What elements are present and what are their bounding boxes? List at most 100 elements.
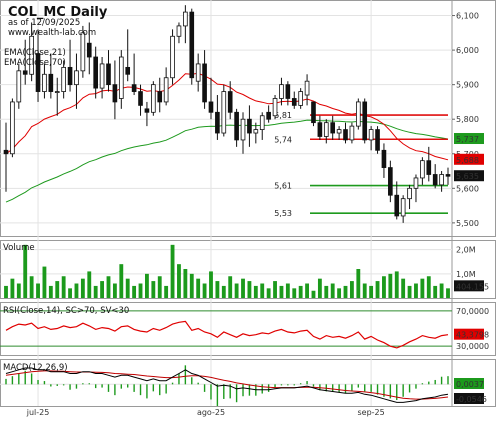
candle-body xyxy=(311,101,316,124)
candle-body xyxy=(170,35,175,79)
volume-bar xyxy=(375,281,380,298)
last-close-badge-bg xyxy=(454,170,484,182)
ema21-legend: EMA(Close,21) xyxy=(4,48,66,58)
volume-bar xyxy=(298,285,303,298)
candle-body xyxy=(266,111,271,120)
volume-bar xyxy=(42,266,47,298)
macd-last-badge: -0,0546 xyxy=(456,395,487,404)
volume-bar xyxy=(106,276,111,298)
rsi-tick-label: 30,0000 xyxy=(456,342,489,351)
volume-bar xyxy=(151,281,156,298)
candle-body xyxy=(247,118,252,134)
candle-body xyxy=(61,66,66,92)
volume-bar xyxy=(55,281,60,298)
candle-body xyxy=(394,194,400,217)
candle-body xyxy=(221,91,227,134)
volume-last-badge: 404.155 xyxy=(456,282,489,291)
macd-signal-badge-bg xyxy=(454,378,484,389)
macd-last-badge-bg xyxy=(454,393,484,404)
candle-body xyxy=(259,115,265,130)
volume-bar xyxy=(138,283,143,298)
volume-bar xyxy=(228,276,233,298)
volume-bar xyxy=(234,283,239,298)
volume-bar xyxy=(145,273,149,298)
as-of-date: as of 12/09/2025 xyxy=(8,18,80,28)
support-level-label: 5,53 xyxy=(274,209,292,218)
volume-bar xyxy=(279,285,284,298)
price-tick-label: 5,600 xyxy=(456,184,479,193)
volume-bar xyxy=(100,281,105,298)
volume-bar xyxy=(183,269,188,298)
volume-bar xyxy=(337,288,342,298)
volume-bar xyxy=(433,285,438,298)
candle-body xyxy=(16,70,22,103)
volume-bar xyxy=(292,288,297,298)
chart-title: COL_MC Daily xyxy=(8,5,108,20)
volume-bar xyxy=(215,281,220,298)
volume-bar xyxy=(189,273,194,298)
candle-body xyxy=(445,174,451,177)
volume-bar xyxy=(420,278,425,298)
candle-body xyxy=(426,160,432,175)
volume-last-badge-bg xyxy=(454,280,484,292)
resistance-level-label: 5,81 xyxy=(274,111,292,120)
volume-bar xyxy=(29,276,34,298)
macd-signal-line xyxy=(5,370,449,400)
volume-bar xyxy=(311,290,316,298)
candle-body xyxy=(99,63,105,89)
candle-body xyxy=(3,149,9,155)
volume-bar xyxy=(362,283,367,298)
volume-bar xyxy=(93,285,98,298)
volume-bar xyxy=(266,288,271,298)
candle-body xyxy=(279,84,284,99)
volume-bar xyxy=(23,244,28,298)
candle-body xyxy=(381,149,387,168)
candle-body xyxy=(29,35,34,75)
price-tick-label: 5,900 xyxy=(456,81,479,90)
candle-body xyxy=(48,73,54,92)
candle-body xyxy=(420,160,425,179)
price-tick-label: 5,500 xyxy=(456,219,479,228)
rsi-line xyxy=(5,320,449,349)
support-level-label: 5,61 xyxy=(274,182,292,191)
volume-bar xyxy=(388,273,393,298)
candle-body xyxy=(86,42,92,58)
candle-body xyxy=(74,70,79,86)
volume-bar xyxy=(61,276,66,298)
volume-bar xyxy=(74,283,79,298)
candle-body xyxy=(368,129,374,141)
volume-bar xyxy=(273,281,277,298)
volume-bar xyxy=(382,276,386,298)
candle-body xyxy=(227,91,233,113)
volume-bar xyxy=(349,281,354,298)
candle-body xyxy=(240,118,246,141)
ema70-line xyxy=(5,119,449,203)
candle-body xyxy=(118,56,124,99)
volume-bar xyxy=(221,285,226,298)
volume-bar xyxy=(202,283,207,298)
volume-bar xyxy=(394,271,399,298)
candle-body xyxy=(189,11,195,79)
candle-body xyxy=(195,63,201,82)
candle-body xyxy=(125,66,131,75)
candle-body xyxy=(54,91,60,93)
volume-bar xyxy=(426,276,431,298)
rsi-last-badge-bg xyxy=(454,328,484,340)
candle-body xyxy=(106,63,111,86)
candle-body xyxy=(131,84,137,92)
price-tick-label: 5,800 xyxy=(456,115,479,124)
ema21-line xyxy=(5,72,449,161)
volume-bar xyxy=(119,264,124,298)
candle-body xyxy=(343,129,348,141)
candle-body xyxy=(138,91,143,106)
volume-bar xyxy=(177,264,181,298)
source-label: www.wealth-lab.com xyxy=(8,28,96,38)
resistance-level-label: 5,74 xyxy=(274,135,292,144)
volume-bar xyxy=(80,278,85,298)
candle-body xyxy=(355,101,361,127)
macd-legend: MACD(12,26,9) xyxy=(3,363,68,373)
candle-body xyxy=(35,53,41,92)
candle-body xyxy=(215,111,220,134)
